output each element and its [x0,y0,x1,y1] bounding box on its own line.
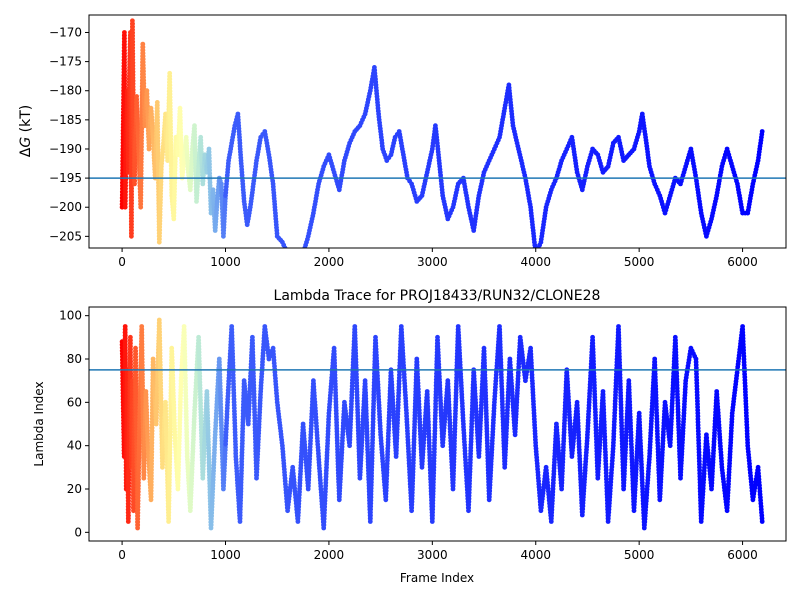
delta-g-panel: 0 1000 2000 3000 4000 5000 6000 −205 −200 −195 −1… [18,14,787,269]
x-tick-label: 0 [118,255,126,269]
lambda-panel: Lambda Trace for PROJ18433/RUN32/CLONE28… [32,288,787,585]
lambda-chart-title: Lambda Trace for PROJ18433/RUN32/CLONE28 [274,288,601,304]
x-tick-label: 1000 [210,255,241,269]
y-tick-label: −205 [49,229,82,243]
lambda-points [119,317,765,531]
delta-g-y-axis-label: ΔG (kT) [18,105,34,157]
x-tick-label: 2000 [314,255,345,269]
y-tick-label: −200 [49,200,82,214]
x-tick-label: 3000 [417,255,448,269]
data-point [759,129,765,134]
x-tick-label: 5000 [624,255,655,269]
delta-g-y-ticks: −205 −200 −195 −190 −185 −180 −175 −170 [49,25,89,243]
y-tick-label: −185 [49,113,82,127]
y-tick-label: −175 [49,55,82,69]
x-tick-label: 6000 [727,255,758,269]
delta-g-x-ticks: 0 1000 2000 3000 4000 5000 6000 [118,248,758,269]
y-tick-label: −180 [49,84,82,98]
y-tick-label: −190 [49,142,82,156]
x-tick-label: 4000 [520,255,551,269]
y-tick-label: −170 [49,25,82,39]
data-point [282,245,288,248]
y-tick-label: −195 [49,171,82,185]
delta-g-axes-frame [88,14,787,249]
